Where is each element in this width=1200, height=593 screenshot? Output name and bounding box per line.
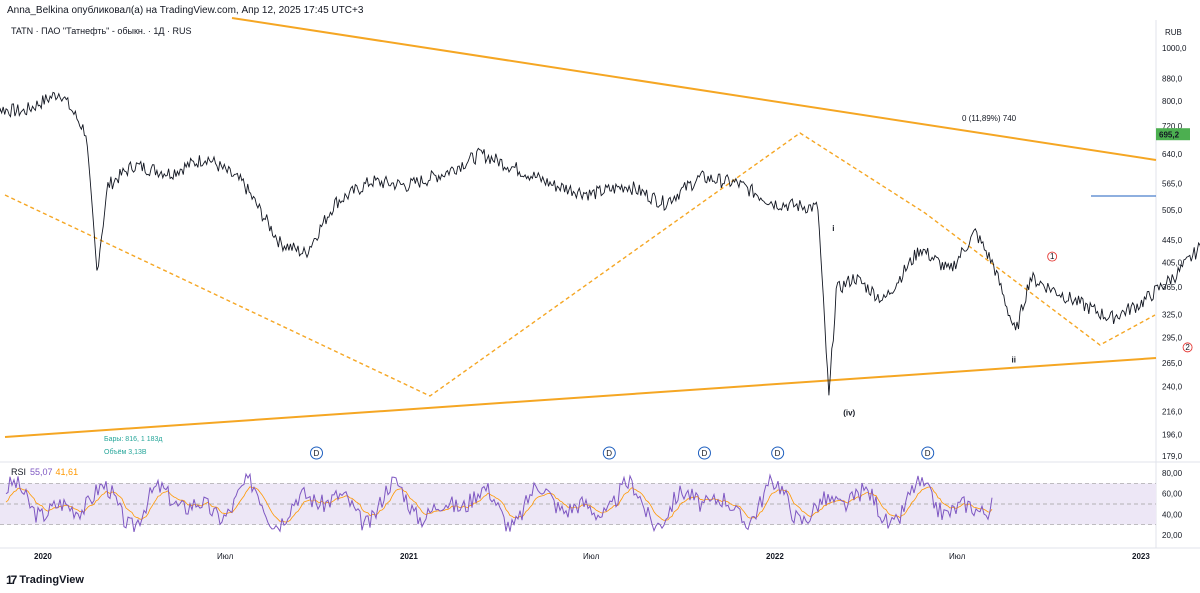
time-tick-label: Июл (949, 552, 966, 561)
price-tick-label: 445,0 (1162, 236, 1183, 245)
fib-level-label: 0 (11,89%) 740 (962, 114, 1017, 123)
rsi-ma-line[interactable] (5, 486, 993, 523)
price-tick-label: 405,0 (1162, 258, 1183, 267)
time-tick-label: 2022 (766, 552, 784, 561)
time-tick-label: 2020 (34, 552, 52, 561)
price-tick-label: 325,0 (1162, 311, 1183, 320)
wave-label: i (832, 224, 834, 233)
last-price-tag[interactable] (1156, 128, 1190, 141)
price-tick-label: 565,0 (1162, 179, 1183, 188)
price-tick-label: 196,0 (1162, 430, 1183, 439)
brand-name: TradingView (19, 574, 84, 586)
wave-label: (iv) (843, 408, 855, 417)
price-tick-label: 216,0 (1162, 407, 1183, 416)
wave-label-circle[interactable] (1182, 342, 1193, 353)
wave-label: 2 (1185, 343, 1190, 352)
dividend-marker-label: D (701, 449, 707, 458)
price-tick-label: 179,0 (1162, 452, 1183, 461)
rsi-ma-value: 41,61 (55, 467, 79, 477)
wave-label-circle[interactable] (1047, 251, 1058, 262)
tradingview-logo-icon: 17 (6, 573, 17, 587)
price-tick-label: 720,0 (1162, 122, 1183, 131)
dividend-marker[interactable] (602, 446, 616, 460)
time-tick-label: 2023 (1132, 552, 1150, 561)
upper-trend-line[interactable] (231, 17, 1157, 161)
dividend-marker[interactable] (771, 446, 785, 460)
dividend-marker-label: D (775, 449, 781, 458)
time-tick-label: Июл (583, 552, 600, 561)
last-price-value: 695,2 (1159, 131, 1180, 140)
dividend-marker[interactable] (921, 446, 935, 460)
footer-brand[interactable]: 17 TradingView (6, 573, 84, 587)
price-tick-label: 640,0 (1162, 150, 1183, 159)
rsi-tick-label: 40,00 (1162, 510, 1183, 519)
lower-trend-line[interactable] (4, 357, 1157, 438)
time-tick-label: Июл (217, 552, 234, 561)
price-tick-label: 295,0 (1162, 334, 1183, 343)
wave-label: ii (1012, 356, 1016, 365)
time-tick-label: 2021 (400, 552, 418, 561)
volume-info: Объём 3,13B (104, 449, 147, 456)
price-tick-label: 1000,0 (1162, 44, 1187, 53)
publisher-line: Anna_Belkina опубликовал(а) на TradingVi… (7, 5, 364, 16)
symbol-title[interactable]: TATN · ПАО "Татнефть" - обыкн. · 1Д · RU… (11, 26, 192, 36)
price-tick-label: 265,0 (1162, 359, 1183, 368)
price-series-line[interactable] (0, 91, 1200, 396)
wave-label: 1 (1050, 252, 1055, 261)
dividend-marker[interactable] (310, 446, 323, 460)
bars-count: Бары: 816, 1 183д (104, 436, 163, 443)
rsi-tick-label: 20,00 (1162, 531, 1183, 540)
dividend-marker-label: D (606, 449, 612, 458)
price-tick-label: 505,0 (1162, 206, 1183, 215)
price-tick-label: 365,0 (1162, 283, 1183, 292)
dividend-marker-label: D (925, 449, 931, 458)
rsi-tick-label: 80,00 (1162, 469, 1183, 478)
rsi-line[interactable] (5, 472, 993, 533)
rsi-value: 55,07 (30, 467, 53, 477)
rsi-legend[interactable]: RSI 55,07 41,61 (11, 467, 78, 477)
dividend-marker[interactable] (697, 446, 711, 460)
price-tick-label: 880,0 (1162, 74, 1183, 83)
price-tick-label: 240,0 (1162, 382, 1183, 391)
rsi-tick-label: 60,00 (1162, 490, 1183, 499)
dividend-marker-label: D (314, 449, 320, 458)
currency-label: RUB (1165, 28, 1182, 37)
wave-projection-path[interactable] (4, 132, 1156, 397)
rsi-name: RSI (11, 467, 27, 477)
price-tick-label: 800,0 (1162, 97, 1183, 106)
